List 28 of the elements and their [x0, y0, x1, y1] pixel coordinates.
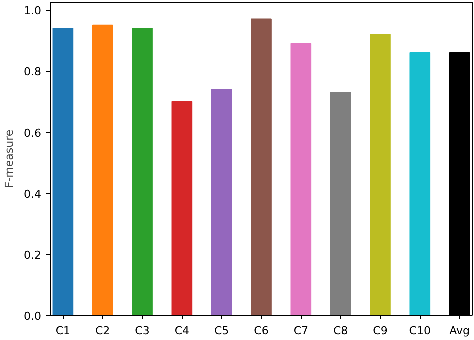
bar — [52, 28, 74, 316]
y-tick-label: 0.6 — [24, 126, 42, 140]
bar — [172, 101, 193, 316]
x-tick-label: C3 — [135, 324, 150, 338]
bar — [330, 92, 352, 316]
y-tick-label: 1.0 — [24, 4, 42, 18]
bar — [410, 52, 431, 316]
bar — [92, 24, 114, 316]
bar — [370, 34, 391, 316]
x-tick-label: Avg — [450, 324, 470, 338]
bar — [290, 43, 312, 316]
x-tick-label: C9 — [373, 324, 388, 338]
y-tick-label: 0.4 — [24, 188, 42, 201]
y-tick-label: 0.8 — [24, 66, 42, 79]
x-tick-label: C6 — [254, 324, 269, 338]
bar — [251, 18, 272, 316]
x-tick-label: C4 — [174, 324, 190, 338]
bar — [211, 89, 232, 316]
x-tick-label: C1 — [56, 324, 71, 338]
bar — [132, 28, 153, 316]
x-tick-label: C8 — [333, 324, 348, 338]
x-tick-label: C7 — [294, 324, 309, 338]
x-tick-label: C10 — [409, 324, 431, 338]
y-tick-label: 0.0 — [24, 310, 42, 323]
x-tick-label: C5 — [214, 324, 230, 338]
y-tick-label: 0.2 — [24, 248, 42, 262]
x-tick-label: C2 — [96, 324, 110, 338]
y-axis-title: F-measure — [3, 130, 16, 188]
